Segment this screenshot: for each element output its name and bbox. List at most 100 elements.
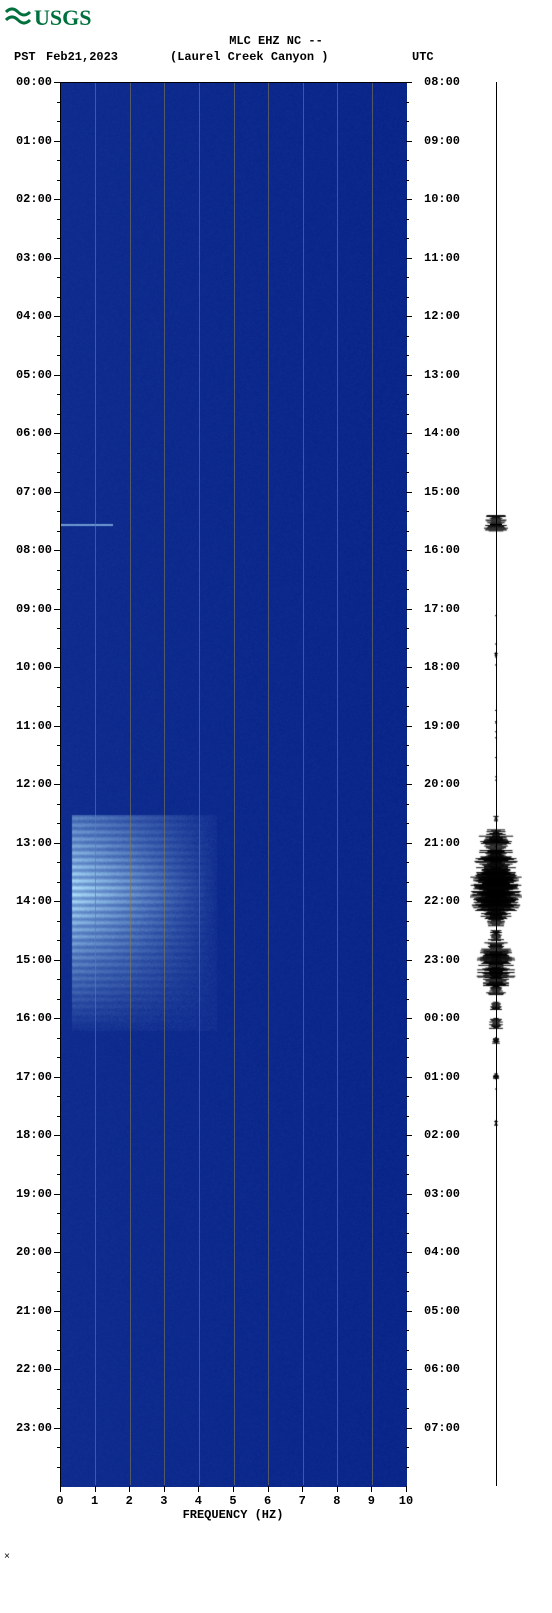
subtick <box>57 1467 60 1468</box>
subtick <box>406 472 409 473</box>
subtick <box>406 648 409 649</box>
subtick <box>406 102 409 103</box>
subtick <box>406 979 409 980</box>
tick <box>54 433 60 434</box>
tick <box>54 843 60 844</box>
pst-hour-label: 04:00 <box>16 309 52 323</box>
subtick <box>406 1096 409 1097</box>
subtick <box>406 804 409 805</box>
pst-hour-label: 17:00 <box>16 1070 52 1084</box>
subtick <box>406 1467 409 1468</box>
pst-hour-label: 03:00 <box>16 251 52 265</box>
pst-hour-label: 12:00 <box>16 777 52 791</box>
tick <box>406 433 412 434</box>
pst-hour-label: 05:00 <box>16 368 52 382</box>
tick <box>54 1194 60 1195</box>
utc-hour-label: 19:00 <box>424 719 460 733</box>
pst-hour-label: 15:00 <box>16 953 52 967</box>
subtick <box>57 297 60 298</box>
subtick <box>406 1447 409 1448</box>
tick <box>406 667 412 668</box>
subtick <box>406 1155 409 1156</box>
subtick <box>406 355 409 356</box>
subtick <box>57 472 60 473</box>
tick <box>54 667 60 668</box>
utc-hour-label: 14:00 <box>424 426 460 440</box>
tick <box>406 141 412 142</box>
subtick <box>406 882 409 883</box>
subtick <box>57 1408 60 1409</box>
utc-hour-label: 07:00 <box>424 1421 460 1435</box>
subtick <box>406 862 409 863</box>
gridline <box>337 83 338 1485</box>
subtick <box>57 531 60 532</box>
tick <box>406 1194 412 1195</box>
subtick <box>57 1389 60 1390</box>
x-tick-label: 4 <box>195 1494 202 1508</box>
subtick <box>406 1213 409 1214</box>
tick <box>54 1018 60 1019</box>
tick <box>406 1428 412 1429</box>
subtick <box>406 1330 409 1331</box>
tick <box>406 82 412 83</box>
subtick <box>406 1291 409 1292</box>
subtick <box>406 1116 409 1117</box>
utc-hour-label: 09:00 <box>424 134 460 148</box>
subtick <box>406 238 409 239</box>
subtick <box>406 823 409 824</box>
utc-hour-label: 08:00 <box>424 75 460 89</box>
tick <box>54 82 60 83</box>
subtick <box>57 648 60 649</box>
subtick <box>406 921 409 922</box>
tick <box>406 960 412 961</box>
amp-tick <box>490 524 502 525</box>
utc-hour-label: 06:00 <box>424 1362 460 1376</box>
xtick <box>129 1486 130 1492</box>
pst-hour-label: 18:00 <box>16 1128 52 1142</box>
frequency-axis: FREQUENCY (HZ) 012345678910 <box>60 1486 406 1526</box>
tick <box>54 960 60 961</box>
xtick <box>371 1486 372 1492</box>
subtick <box>406 940 409 941</box>
subtick <box>57 355 60 356</box>
tick <box>406 726 412 727</box>
utc-hour-label: 03:00 <box>424 1187 460 1201</box>
subtick <box>57 1096 60 1097</box>
subtick <box>57 1350 60 1351</box>
subtick <box>57 1213 60 1214</box>
tick <box>54 1135 60 1136</box>
gridline <box>303 83 304 1485</box>
footer-mark: × <box>4 1552 10 1563</box>
spectrogram-plot <box>60 82 406 1486</box>
pst-hour-label: 06:00 <box>16 426 52 440</box>
subtick <box>57 1272 60 1273</box>
subtick <box>406 277 409 278</box>
utc-hour-label: 17:00 <box>424 602 460 616</box>
gridline <box>199 83 200 1485</box>
subtick <box>57 1291 60 1292</box>
xtick <box>268 1486 269 1492</box>
subtick <box>406 1272 409 1273</box>
subtick <box>406 511 409 512</box>
xtick <box>198 1486 199 1492</box>
tick <box>54 1311 60 1312</box>
pst-hour-label: 14:00 <box>16 894 52 908</box>
tick <box>54 609 60 610</box>
gridline <box>164 83 165 1485</box>
subtick <box>406 1350 409 1351</box>
tick <box>54 258 60 259</box>
subtick <box>57 862 60 863</box>
subtick <box>57 180 60 181</box>
subtick <box>57 453 60 454</box>
x-tick-label: 9 <box>368 1494 375 1508</box>
subtick <box>406 1408 409 1409</box>
subtick <box>57 570 60 571</box>
axis-left-pst: 00:0001:0002:0003:0004:0005:0006:0007:00… <box>0 82 60 1486</box>
x-tick-label: 8 <box>333 1494 340 1508</box>
tick <box>54 901 60 902</box>
utc-hour-label: 16:00 <box>424 543 460 557</box>
utc-hour-label: 00:00 <box>424 1011 460 1025</box>
utc-hour-label: 04:00 <box>424 1245 460 1259</box>
usgs-logo: USGS <box>4 4 100 30</box>
subtick <box>406 336 409 337</box>
